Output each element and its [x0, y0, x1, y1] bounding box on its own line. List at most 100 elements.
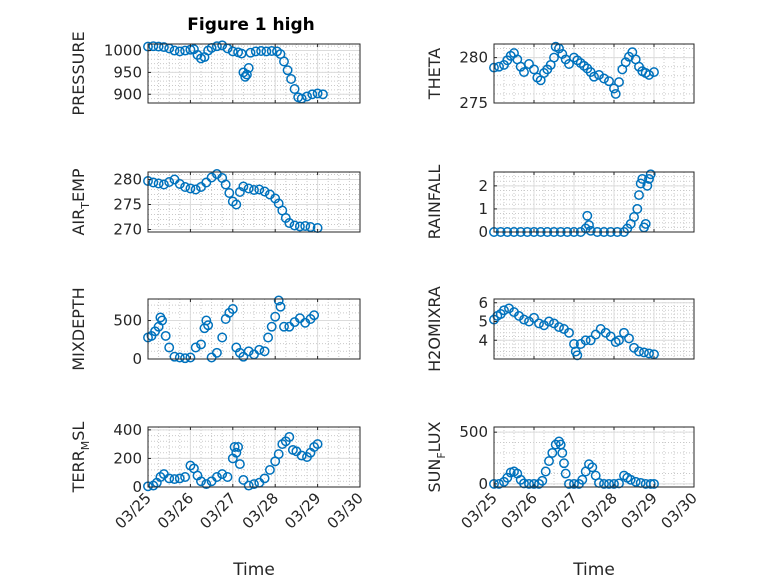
data-point	[243, 480, 254, 491]
data-point	[634, 346, 644, 357]
y-tick-label: 0	[132, 350, 142, 368]
data-point	[312, 439, 323, 450]
data-point	[220, 179, 231, 190]
data-point	[499, 305, 509, 316]
subplot-rainfall: 0 1 2 RAINFALL	[425, 165, 695, 241]
axes-frame	[493, 43, 695, 104]
y-tick-label: 275	[113, 196, 142, 214]
data-point	[604, 76, 614, 87]
data-point	[270, 311, 281, 322]
data-point	[585, 335, 596, 346]
y-axis-label-rest: SL	[69, 422, 88, 441]
data-point	[148, 41, 159, 52]
x-axis-label: Time	[232, 560, 275, 580]
subplot-air-temp: 270 275 280 AIRTEMP	[69, 168, 361, 239]
data-point	[296, 450, 307, 461]
data-point	[590, 329, 601, 340]
data-point	[309, 310, 320, 321]
data-point	[259, 473, 270, 484]
data-point	[547, 447, 558, 458]
y-tick-label: 500	[113, 312, 142, 330]
data-point	[211, 41, 222, 52]
data-point	[289, 220, 300, 231]
data-point	[317, 89, 328, 100]
data-point	[180, 472, 191, 482]
data-point	[614, 335, 624, 346]
data-point	[284, 432, 295, 442]
y-axis-label-main: AIR	[69, 209, 88, 236]
data-point	[619, 327, 629, 338]
data-point	[549, 52, 559, 63]
y-axis-label-main: PRESSURE	[69, 31, 88, 115]
data-point	[609, 478, 619, 489]
data-point	[524, 59, 534, 69]
data-point	[174, 46, 185, 57]
data-point	[211, 347, 222, 358]
data-point	[312, 88, 323, 99]
data-point	[645, 169, 656, 180]
data-point	[624, 333, 634, 344]
data-point	[302, 91, 312, 102]
data-point	[524, 478, 534, 489]
data-point	[540, 466, 551, 477]
data-point	[261, 46, 272, 57]
y-axis-label: SUNFLUX	[425, 421, 448, 492]
data-point	[234, 459, 245, 470]
y-tick-label: 500	[459, 423, 488, 441]
data-point	[564, 327, 574, 338]
data-point	[634, 190, 644, 201]
subplot-pressure: 900 950 1000 PRESSURE	[69, 31, 361, 116]
data-point	[559, 458, 569, 469]
data-point	[294, 221, 305, 232]
y-axis-label-main: TERR	[69, 450, 88, 493]
data-point	[557, 447, 568, 458]
y-tick-label: 275	[459, 94, 488, 112]
data-point	[190, 184, 201, 195]
data-point	[544, 316, 554, 327]
data-point	[587, 462, 598, 473]
data-point	[158, 42, 169, 53]
data-point	[157, 315, 168, 326]
y-axis-label: PRESSURE	[69, 31, 88, 115]
axes-frame	[147, 43, 361, 104]
data-point	[614, 77, 624, 88]
data-point	[243, 183, 254, 194]
data-point	[201, 315, 212, 326]
y-tick-label: 280	[113, 171, 142, 189]
axes-frame	[147, 171, 361, 233]
data-point	[185, 183, 196, 194]
data-point	[599, 478, 609, 489]
data-point	[529, 312, 539, 323]
y-axis-label: MIXDEPTH	[69, 287, 88, 370]
data-point	[160, 330, 171, 341]
x-axis-label: Time	[572, 560, 615, 580]
data-point	[245, 47, 256, 58]
data-point	[217, 40, 228, 51]
data-point	[614, 478, 624, 489]
data-point	[238, 351, 249, 362]
data-point	[201, 177, 212, 188]
y-axis-label: THETA	[425, 48, 444, 100]
data-point	[275, 301, 286, 312]
data-point	[637, 173, 648, 184]
data-point	[519, 478, 529, 489]
data-point	[196, 476, 206, 487]
y-axis-label: RAINFALL	[425, 165, 444, 240]
axes-frame	[147, 426, 361, 488]
data-point	[585, 225, 596, 236]
data-point	[279, 321, 289, 332]
y-tick-label: 400	[113, 421, 142, 439]
data-point	[577, 474, 588, 485]
data-point	[584, 459, 594, 470]
data-point	[254, 184, 265, 195]
data-point	[642, 180, 653, 191]
data-point	[273, 295, 284, 306]
data-point	[266, 46, 277, 56]
data-point	[222, 472, 233, 482]
data-point	[305, 222, 316, 232]
data-point	[238, 474, 249, 485]
data-point	[217, 332, 228, 343]
data-point	[534, 478, 544, 489]
data-point	[227, 304, 238, 314]
